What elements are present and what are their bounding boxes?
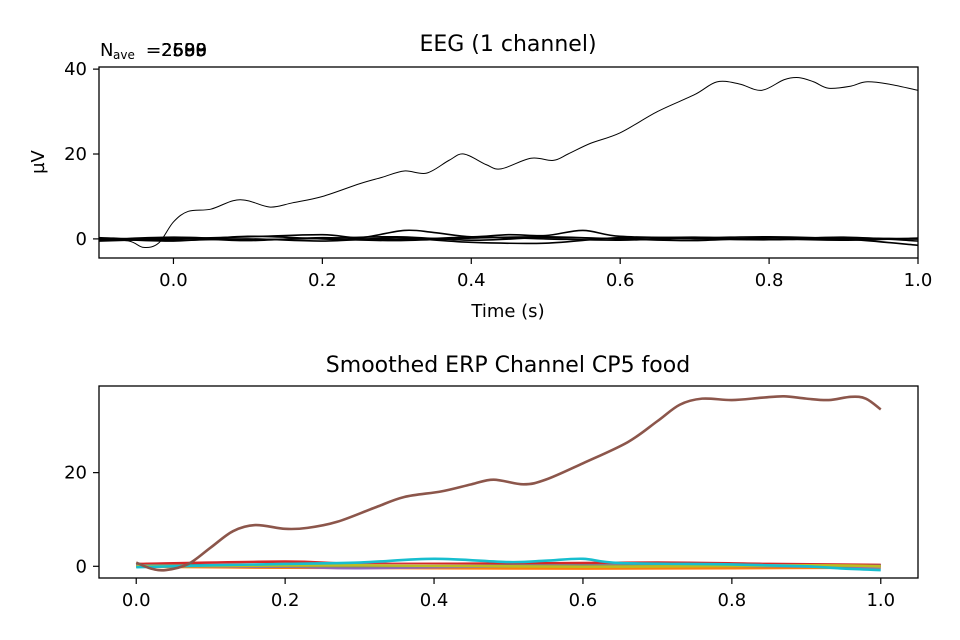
y-tick-label: 20	[64, 144, 87, 165]
x-tick-label: 1.0	[904, 270, 933, 291]
nave-symbol: N	[100, 40, 113, 61]
x-tick-label: 0.0	[159, 270, 188, 291]
nave-value: =2633	[146, 40, 207, 61]
series-line	[99, 235, 918, 242]
x-tick-label: 0.4	[420, 590, 449, 611]
series-line	[99, 229, 918, 247]
x-tick-label: 0.2	[271, 590, 300, 611]
series-line	[136, 557, 881, 572]
nave-subscript: ave	[113, 48, 135, 62]
y-tick-label: 0	[76, 556, 87, 577]
eeg-plot-area: 0.0 0.2 0.4 0.6 0.8 1.0 0 20 40	[64, 59, 932, 291]
nave-value: =2580	[146, 40, 207, 61]
erp-plot-area: 0.0 0.2 0.4 0.6 0.8 1.0 0 20	[64, 385, 919, 611]
eeg-ylabel: µV	[28, 149, 49, 173]
x-tick-label: 0.8	[755, 270, 784, 291]
axes-frame	[98, 385, 919, 579]
x-tick-label: 0.0	[122, 590, 151, 611]
eeg-xlabel: Time (s)	[470, 301, 544, 322]
nave-value: =2588	[146, 40, 207, 61]
axes-frame	[98, 66, 919, 259]
nave-values: =2580=2599=2600=2633=2588	[146, 40, 207, 61]
smoothed-erp-panel: Smoothed ERP Channel CP5 food 0.0 0.2 0.4 0…	[64, 353, 919, 611]
x-tick-label: 0.2	[308, 270, 337, 291]
erp-title: Smoothed ERP Channel CP5 food	[326, 353, 690, 378]
nave-value: =2599	[146, 40, 207, 61]
eeg-panel: EEG (1 channel) N ave =2580=2599=2600=26…	[28, 32, 932, 322]
nave-value: =2600	[146, 40, 207, 61]
nave-annotation: N ave =2580=2599=2600=2633=2588	[100, 40, 207, 62]
y-tick-label: 40	[64, 59, 87, 80]
y-tick-label: 0	[76, 229, 87, 250]
series-line	[136, 560, 881, 567]
x-tick-label: 0.6	[606, 270, 635, 291]
series-line	[135, 394, 882, 572]
eeg-title: EEG (1 channel)	[419, 32, 596, 57]
series-line	[99, 76, 918, 248]
x-tick-label: 0.4	[457, 270, 486, 291]
x-tick-label: 1.0	[866, 590, 895, 611]
y-tick-label: 20	[64, 463, 87, 484]
x-tick-label: 0.6	[569, 590, 598, 611]
series-line	[99, 235, 918, 242]
x-tick-label: 0.8	[718, 590, 747, 611]
